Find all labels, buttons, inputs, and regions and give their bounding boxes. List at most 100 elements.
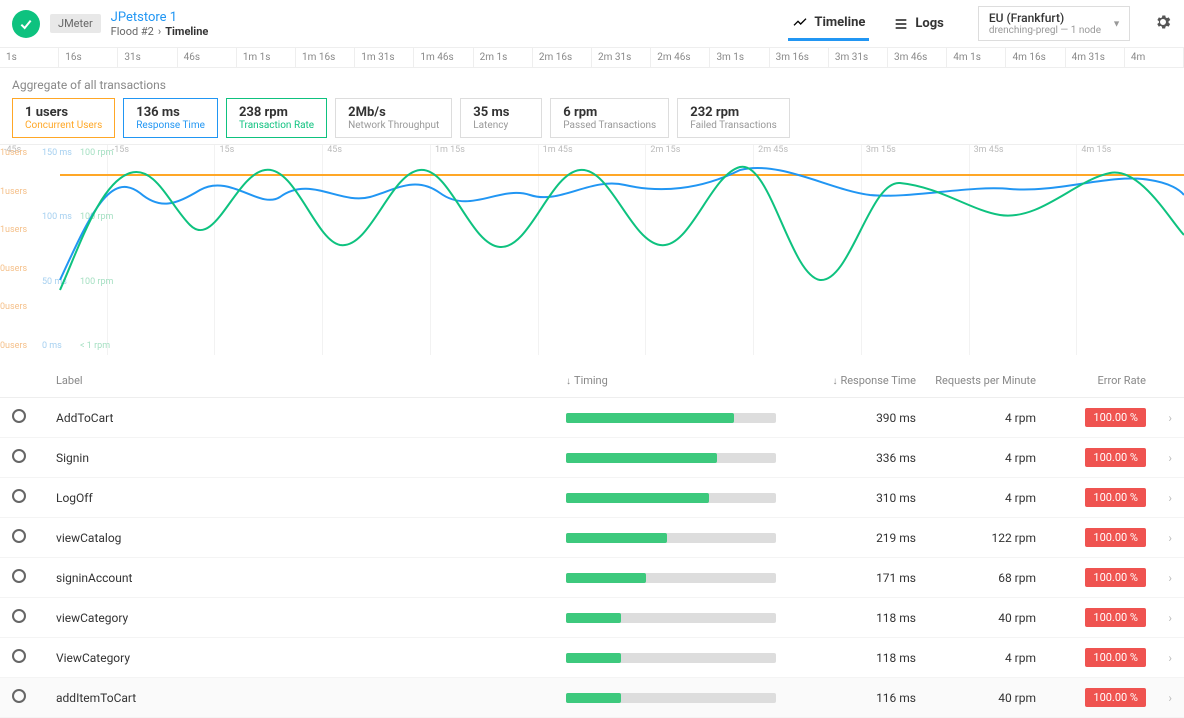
metric-card[interactable]: 232 rpmFailed Transactions <box>677 98 790 138</box>
region-sub: drenching-pregl — 1 node <box>989 25 1101 36</box>
page-title[interactable]: JPetstore 1 <box>111 10 209 25</box>
metric-value: 2Mb/s <box>348 105 439 120</box>
row-rpm: 4 rpm <box>916 451 1036 465</box>
table-row[interactable]: viewCatalog 219 ms 122 rpm 100.00 % › <box>0 518 1184 558</box>
row-radio[interactable] <box>12 529 26 543</box>
metric-card[interactable]: 2Mb/sNetwork Throughput <box>335 98 452 138</box>
time-tick[interactable]: 46s <box>178 48 237 67</box>
title-block: JPetstore 1 Flood #2 › Timeline <box>111 10 209 38</box>
breadcrumb-current: Timeline <box>165 25 208 38</box>
time-tick[interactable]: 4m 31s <box>1066 48 1125 67</box>
row-radio[interactable] <box>12 689 26 703</box>
row-radio[interactable] <box>12 649 26 663</box>
metric-value: 136 ms <box>136 105 205 120</box>
row-radio[interactable] <box>12 489 26 503</box>
breadcrumb: Flood #2 › Timeline <box>111 25 209 38</box>
time-tick[interactable]: 3m 31s <box>829 48 888 67</box>
time-tick[interactable]: 2m 1s <box>474 48 533 67</box>
tab-logs[interactable]: Logs <box>889 6 947 41</box>
error-badge: 100.00 % <box>1085 528 1146 547</box>
metric-card[interactable]: 238 rpmTransaction Rate <box>226 98 327 138</box>
time-tick[interactable]: 2m 31s <box>592 48 651 67</box>
metric-card[interactable]: 6 rpmPassed Transactions <box>550 98 669 138</box>
tab-timeline[interactable]: Timeline <box>788 6 869 41</box>
chevron-right-icon[interactable]: › <box>1146 451 1172 465</box>
row-label: LogOff <box>46 491 566 505</box>
timeline-chart[interactable]: -45s-15s15s45s1m 15s1m 45s2m 15s2m 45s3m… <box>0 144 1184 354</box>
row-rpm: 122 rpm <box>916 531 1036 545</box>
time-tick[interactable]: 1m 46s <box>414 48 473 67</box>
row-label: Signin <box>46 451 566 465</box>
metric-card[interactable]: 1 usersConcurrent Users <box>12 98 115 138</box>
logs-icon <box>893 16 909 32</box>
metric-card[interactable]: 136 msResponse Time <box>123 98 218 138</box>
row-response: 336 ms <box>796 451 916 465</box>
error-badge: 100.00 % <box>1085 568 1146 587</box>
table-row[interactable]: viewCategory 118 ms 40 rpm 100.00 % › <box>0 598 1184 638</box>
settings-button[interactable] <box>1154 13 1172 34</box>
time-tick[interactable]: 1m 31s <box>355 48 414 67</box>
table-row[interactable]: Signin 336 ms 4 rpm 100.00 % › <box>0 438 1184 478</box>
chevron-right-icon[interactable]: › <box>1146 611 1172 625</box>
col-rpm[interactable]: Requests per Minute <box>916 374 1036 387</box>
error-badge: 100.00 % <box>1085 688 1146 707</box>
row-radio[interactable] <box>12 569 26 583</box>
table-row[interactable]: AddToCart 390 ms 4 rpm 100.00 % › <box>0 398 1184 438</box>
chevron-right-icon: › <box>158 25 161 38</box>
time-tick[interactable]: 2m 16s <box>533 48 592 67</box>
section-title: Aggregate of all transactions <box>0 68 1184 98</box>
row-timing-bar <box>566 653 796 663</box>
chevron-right-icon[interactable]: › <box>1146 651 1172 665</box>
time-tick[interactable]: 3m 16s <box>770 48 829 67</box>
chevron-right-icon[interactable]: › <box>1146 531 1172 545</box>
tool-badge: JMeter <box>50 14 101 33</box>
row-label: ViewCategory <box>46 651 566 665</box>
table-row[interactable]: ViewCategory 118 ms 4 rpm 100.00 % › <box>0 638 1184 678</box>
breadcrumb-parent[interactable]: Flood #2 <box>111 25 154 38</box>
row-timing-bar <box>566 413 796 423</box>
status-check-icon <box>12 10 40 38</box>
row-response: 118 ms <box>796 611 916 625</box>
transactions-table: Label ↓Timing ↓Response Time Requests pe… <box>0 364 1184 718</box>
col-label[interactable]: Label <box>46 374 566 387</box>
row-label: viewCategory <box>46 611 566 625</box>
time-tick[interactable]: 4m 16s <box>1006 48 1065 67</box>
time-tick[interactable]: 16s <box>59 48 118 67</box>
time-tick[interactable]: 4m 1s <box>947 48 1006 67</box>
error-badge: 100.00 % <box>1085 648 1146 667</box>
col-resp[interactable]: ↓Response Time <box>796 374 916 387</box>
table-row[interactable]: LogOff 310 ms 4 rpm 100.00 % › <box>0 478 1184 518</box>
chart-svg <box>0 155 1184 350</box>
chevron-right-icon[interactable]: › <box>1146 571 1172 585</box>
chevron-right-icon[interactable]: › <box>1146 411 1172 425</box>
row-response: 118 ms <box>796 651 916 665</box>
time-ruler[interactable]: 1s16s31s46s1m 1s1m 16s1m 31s1m 46s2m 1s2… <box>0 47 1184 68</box>
metric-label: Concurrent Users <box>25 120 102 131</box>
metric-card[interactable]: 35 msLatency <box>460 98 542 138</box>
row-timing-bar <box>566 533 796 543</box>
time-tick[interactable]: 3m 46s <box>888 48 947 67</box>
time-tick[interactable]: 31s <box>118 48 177 67</box>
row-radio[interactable] <box>12 409 26 423</box>
row-radio[interactable] <box>12 449 26 463</box>
time-tick[interactable]: 4m <box>1125 48 1184 67</box>
response-line <box>60 168 1184 280</box>
table-row[interactable]: addItemToCart 116 ms 40 rpm 100.00 % › <box>0 678 1184 718</box>
row-radio[interactable] <box>12 609 26 623</box>
row-rpm: 4 rpm <box>916 651 1036 665</box>
time-tick[interactable]: 3m 1s <box>710 48 769 67</box>
metric-label: Latency <box>473 120 529 131</box>
row-timing-bar <box>566 693 796 703</box>
table-row[interactable]: signinAccount 171 ms 68 rpm 100.00 % › <box>0 558 1184 598</box>
col-timing[interactable]: ↓Timing <box>566 374 796 387</box>
time-tick[interactable]: 1s <box>0 48 59 67</box>
time-tick[interactable]: 1m 1s <box>237 48 296 67</box>
region-select[interactable]: EU (Frankfurt) drenching-pregl — 1 node … <box>978 6 1130 41</box>
time-tick[interactable]: 2m 46s <box>651 48 710 67</box>
caret-down-icon: ▼ <box>1112 18 1121 29</box>
time-tick[interactable]: 1m 16s <box>296 48 355 67</box>
col-err[interactable]: Error Rate <box>1036 374 1146 387</box>
gear-icon <box>1154 13 1172 31</box>
error-badge: 100.00 % <box>1085 608 1146 627</box>
chevron-right-icon[interactable]: › <box>1146 491 1172 505</box>
